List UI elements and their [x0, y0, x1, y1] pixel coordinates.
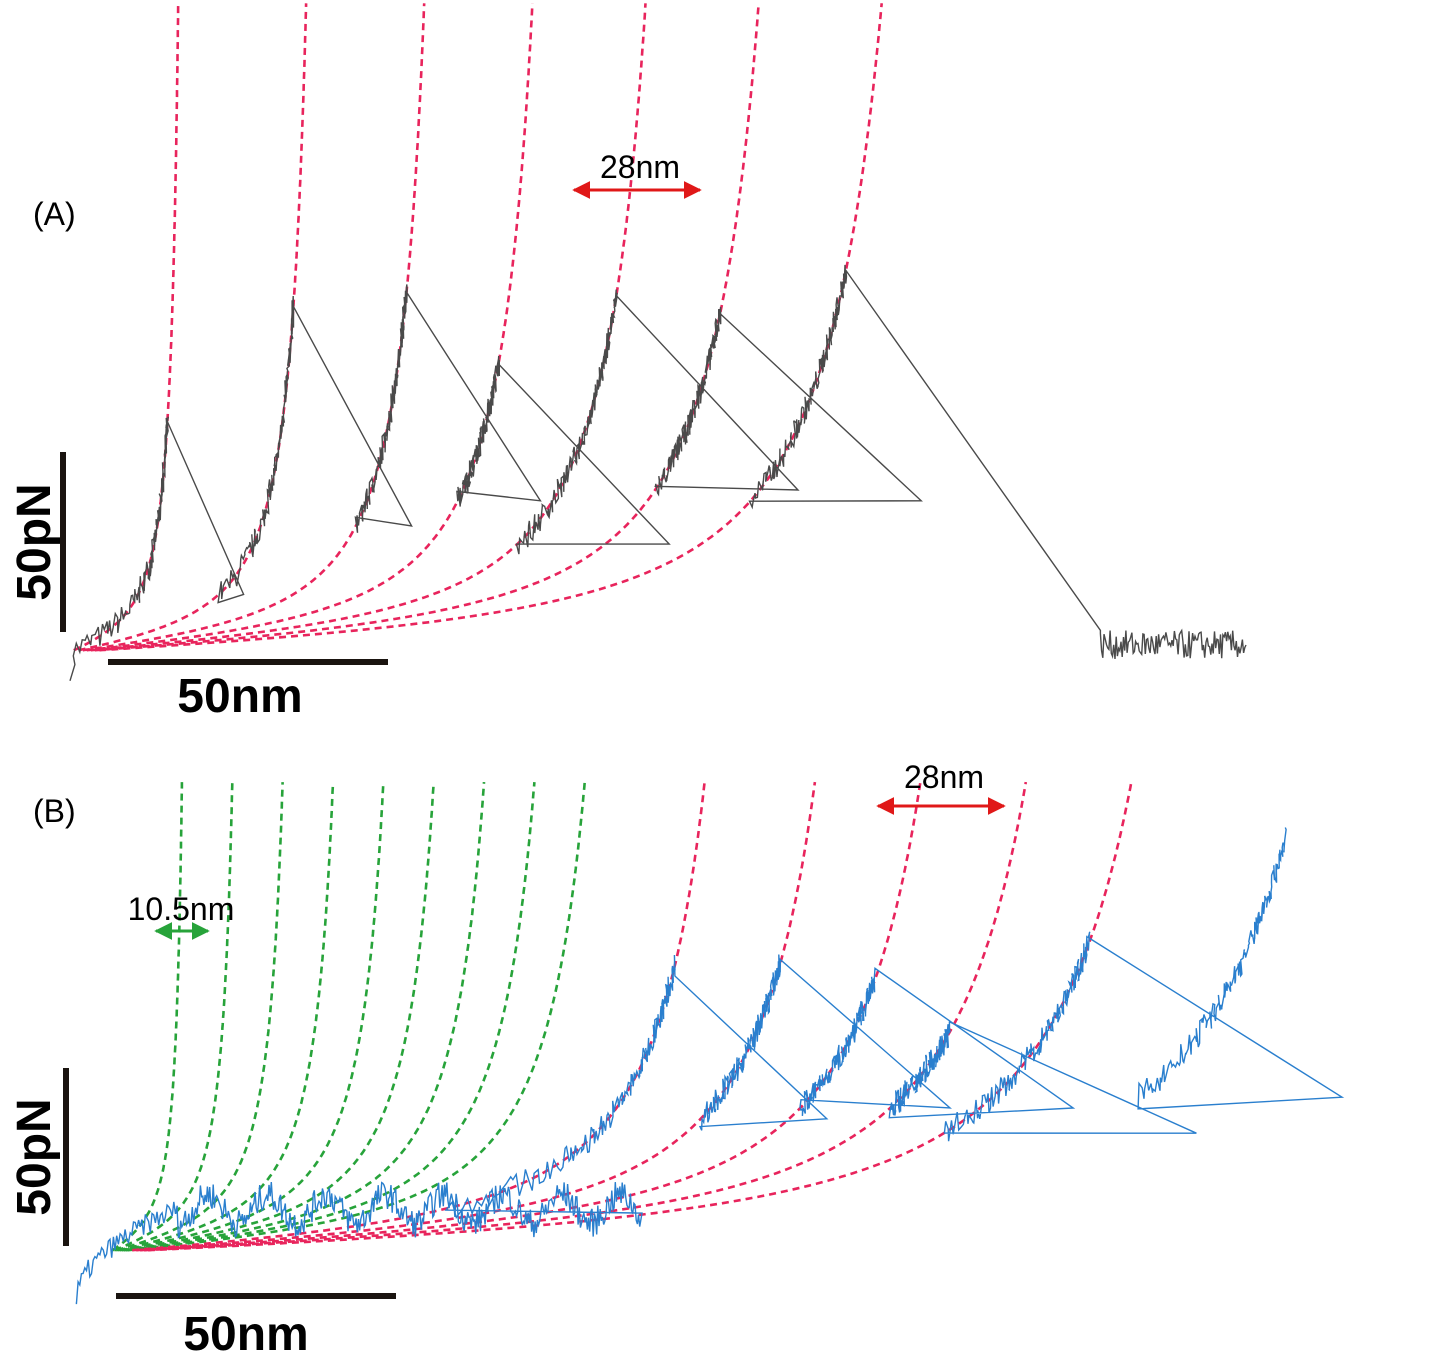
panel-b-wlc-fit-4 — [144, 781, 1028, 1252]
panel-a-wlc-fit-1 — [73, 3, 180, 652]
panel-b-wlc-fit-3 — [140, 781, 922, 1252]
panel-b-28nm-label: 28nm — [904, 759, 984, 795]
panel-a-y-scale-label: 50pN — [8, 483, 61, 600]
panel-b-wlc-fit-2 — [136, 781, 817, 1252]
panel-b-small-fit-5 — [119, 782, 385, 1252]
panel-b-fit-curves — [132, 781, 1133, 1252]
panel-b-small-fit-7 — [123, 782, 486, 1252]
panel-b-small-fit-1 — [111, 782, 184, 1252]
panel-b-small-fit-curves — [111, 781, 586, 1252]
panel-a-28nm-label: 28nm — [600, 149, 680, 185]
panel-b-small-fit-6 — [121, 782, 435, 1252]
panel-a-x-scale-label: 50nm — [177, 670, 302, 723]
panel-a-fit-curves — [73, 3, 883, 652]
panel-b-small-fit-4 — [117, 782, 335, 1252]
panel-b-label: (B) — [33, 793, 76, 829]
panel-b-y-scale-label: 50pN — [8, 1098, 61, 1215]
panel-b-small-fit-3 — [115, 782, 284, 1252]
panel-b-force-trace — [75, 827, 1345, 1305]
panel-a-trace-line — [69, 264, 1247, 682]
panel-a-wlc-fit-7 — [99, 3, 883, 652]
panel-a: (A) 50pN 50nm 28nm — [8, 3, 1247, 723]
panel-b-wlc-fit-5 — [148, 781, 1133, 1252]
panel-b-small-fit-2 — [113, 782, 234, 1252]
panel-b-x-scale-label: 50nm — [183, 1308, 308, 1361]
panel-a-force-trace — [69, 264, 1247, 682]
panel-a-wlc-fit-2 — [78, 3, 308, 652]
panel-a-wlc-fit-4 — [86, 3, 534, 652]
panel-a-wlc-fit-5 — [90, 3, 647, 652]
panel-b: (B) 50pN 50nm 28nm 10.5nm — [8, 759, 1345, 1361]
panel-a-label: (A) — [33, 196, 76, 232]
panel-b-small-fit-8 — [125, 781, 536, 1252]
panel-b-wlc-fit-1 — [132, 781, 706, 1252]
panel-a-wlc-fit-3 — [82, 3, 426, 652]
panel-a-wlc-fit-6 — [95, 3, 760, 652]
panel-b-small-fit-9 — [127, 781, 586, 1252]
panel-b-trace-line — [75, 827, 1345, 1305]
panel-b-10-5nm-label: 10.5nm — [128, 891, 235, 927]
